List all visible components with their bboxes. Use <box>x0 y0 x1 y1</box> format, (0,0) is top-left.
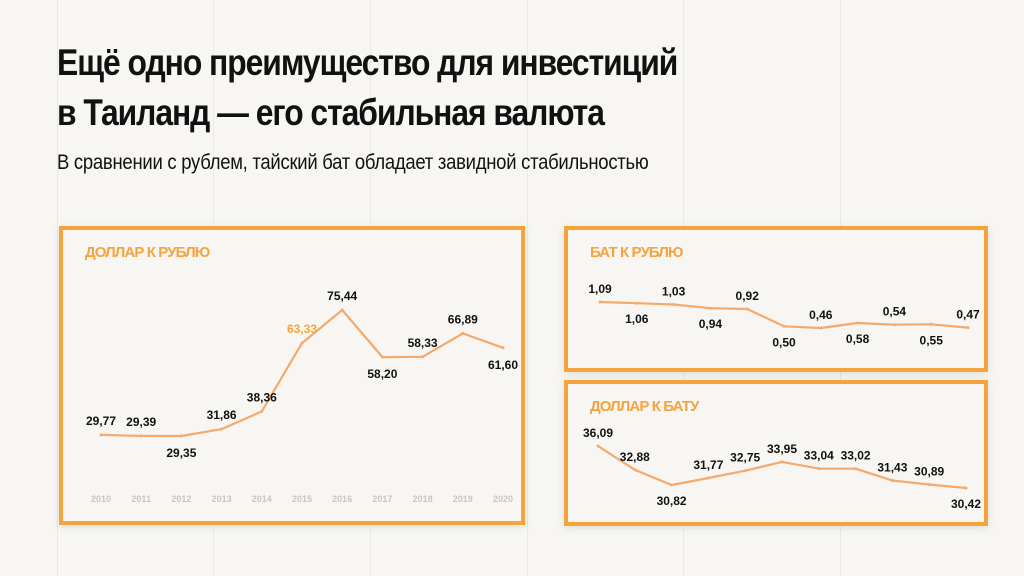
data-point-usd_thb-3 <box>706 476 710 480</box>
x-tick-usd_rub-4: 2014 <box>252 494 272 504</box>
data-point-usd_thb-4 <box>743 469 747 473</box>
data-point-usd_rub-2 <box>179 434 183 438</box>
data-label-usd_thb-2: 30,82 <box>657 494 687 508</box>
data-point-thb_rub-9 <box>929 322 933 326</box>
chart-card-usd-thb: ДОЛЛАР К БАТУ 36,09 32,88 30,82 31,77 32,75 3… <box>564 380 988 526</box>
page-title-line-2: в Таиланд — его стабильная валюта <box>57 92 605 133</box>
data-label-usd_rub-7: 58,20 <box>367 367 397 381</box>
data-label-usd_rub-5: 63,33 <box>287 322 317 336</box>
data-point-thb_rub-1 <box>635 301 639 305</box>
data-label-thb_rub-7: 0,58 <box>846 332 870 346</box>
data-point-usd_thb-5 <box>780 460 784 464</box>
data-label-usd_thb-0: 36,09 <box>583 426 613 440</box>
data-point-thb_rub-10 <box>966 326 970 330</box>
data-label-thb_rub-1: 1,06 <box>625 312 649 326</box>
x-tick-usd_rub-8: 2018 <box>413 494 433 504</box>
data-point-usd_rub-9 <box>461 331 465 335</box>
data-label-thb_rub-9: 0,55 <box>920 333 944 347</box>
chart-title-usd-rub: ДОЛЛАР К РУБЛЮ <box>85 244 210 261</box>
x-tick-usd_rub-5: 2015 <box>292 494 312 504</box>
data-label-usd_rub-0: 29,77 <box>86 414 116 428</box>
data-label-usd_thb-3: 31,77 <box>693 458 723 472</box>
data-point-usd_thb-1 <box>633 468 637 472</box>
x-tick-usd_rub-3: 2013 <box>212 494 232 504</box>
data-point-usd_thb-9 <box>927 483 931 486</box>
data-point-thb_rub-6 <box>819 326 823 330</box>
chart-thb-rub: 1,09 1,06 1,03 0,94 0,92 0,50 0,46 0,58 0,54 0,55… <box>588 282 980 349</box>
chart-title-usd-thb: ДОЛЛАР К БАТУ <box>590 398 699 415</box>
data-point-usd_rub-3 <box>220 427 224 431</box>
data-label-usd_thb-8: 31,43 <box>877 461 907 475</box>
data-label-usd_rub-3: 31,86 <box>207 408 237 422</box>
data-label-usd_rub-8: 58,33 <box>408 336 438 350</box>
data-label-usd_rub-2: 29,35 <box>166 446 196 460</box>
data-label-thb_rub-4: 0,92 <box>736 289 760 303</box>
data-label-usd_thb-7: 33,02 <box>841 449 871 463</box>
data-label-usd_rub-4: 38,36 <box>247 390 277 404</box>
data-point-usd_rub-8 <box>421 355 425 359</box>
x-tick-usd_rub-9: 2019 <box>453 494 473 504</box>
data-label-thb_rub-5: 0,50 <box>772 335 796 349</box>
x-tick-usd_rub-0: 2010 <box>91 494 111 504</box>
chart-title-thb-rub: БАТ К РУБЛЮ <box>590 244 683 261</box>
x-tick-usd_rub-7: 2017 <box>372 494 392 504</box>
data-label-usd_thb-6: 33,04 <box>804 449 834 463</box>
data-label-thb_rub-3: 0,94 <box>699 317 723 331</box>
chart-card-usd-rub: ДОЛЛАР К РУБЛЮ 29,77 29,39 29,35 31,86 38,36… <box>59 226 525 525</box>
data-point-usd_rub-1 <box>139 434 143 438</box>
data-label-usd_thb-9: 30,89 <box>914 465 944 479</box>
data-label-usd_rub-10: 61,60 <box>488 358 518 372</box>
data-point-usd_rub-10 <box>501 346 505 350</box>
chart-usd-rub: 29,77 29,39 29,35 31,86 38,36 63,33 75,44 58,20… <box>86 289 518 504</box>
data-label-thb_rub-10: 0,47 <box>956 308 980 322</box>
data-point-usd_thb-7 <box>854 467 858 471</box>
data-point-thb_rub-0 <box>598 300 602 304</box>
chart-card-thb-rub: БАТ К РУБЛЮ 1,09 1,06 1,03 0,94 0,92 0,50 0,46… <box>564 226 988 372</box>
x-tick-usd_rub-6: 2016 <box>332 494 352 504</box>
data-label-usd_rub-9: 66,89 <box>448 312 478 326</box>
chart-usd-thb: 36,09 32,88 30,82 31,77 32,75 33,95 33,04 33,02… <box>583 426 981 511</box>
data-point-thb_rub-5 <box>782 324 786 328</box>
data-point-usd_thb-6 <box>817 467 821 471</box>
page-title-line-1: Ещё одно преимущество для инвестиций <box>57 42 678 83</box>
data-point-usd_rub-4 <box>260 409 264 413</box>
data-label-usd_rub-6: 75,44 <box>327 289 357 303</box>
data-label-usd_rub-1: 29,39 <box>126 415 156 429</box>
data-point-thb_rub-8 <box>892 323 896 327</box>
x-tick-usd_rub-1: 2011 <box>131 494 151 504</box>
x-tick-usd_rub-2: 2012 <box>171 494 191 504</box>
data-label-usd_thb-4: 32,75 <box>730 451 760 465</box>
data-point-thb_rub-4 <box>745 307 749 311</box>
page-subtitle: В сравнении с рублем, тайский бат облада… <box>57 151 649 174</box>
data-point-usd_rub-6 <box>340 308 344 312</box>
data-point-usd_thb-0 <box>596 444 600 448</box>
series-line-thb_rub <box>598 300 970 330</box>
data-point-usd_rub-5 <box>300 341 304 345</box>
page-title: Ещё одно преимущество для инвестиций в Т… <box>57 38 678 138</box>
data-point-thb_rub-3 <box>708 306 712 310</box>
data-point-usd_thb-10 <box>964 486 968 490</box>
data-point-usd_rub-7 <box>380 355 384 359</box>
data-label-thb_rub-0: 1,09 <box>588 282 612 296</box>
data-label-usd_thb-1: 32,88 <box>620 450 650 464</box>
data-label-thb_rub-8: 0,54 <box>883 305 907 319</box>
data-label-usd_thb-10: 30,42 <box>951 497 981 511</box>
data-point-usd_rub-0 <box>99 433 103 437</box>
data-point-usd_thb-8 <box>890 479 894 482</box>
data-point-thb_rub-2 <box>672 303 676 306</box>
data-label-usd_thb-5: 33,95 <box>767 442 797 456</box>
data-label-thb_rub-6: 0,46 <box>809 308 833 322</box>
data-point-usd_thb-2 <box>670 483 674 487</box>
x-tick-usd_rub-10: 2020 <box>493 494 513 504</box>
data-point-thb_rub-7 <box>856 321 860 325</box>
data-label-thb_rub-2: 1,03 <box>662 285 686 299</box>
